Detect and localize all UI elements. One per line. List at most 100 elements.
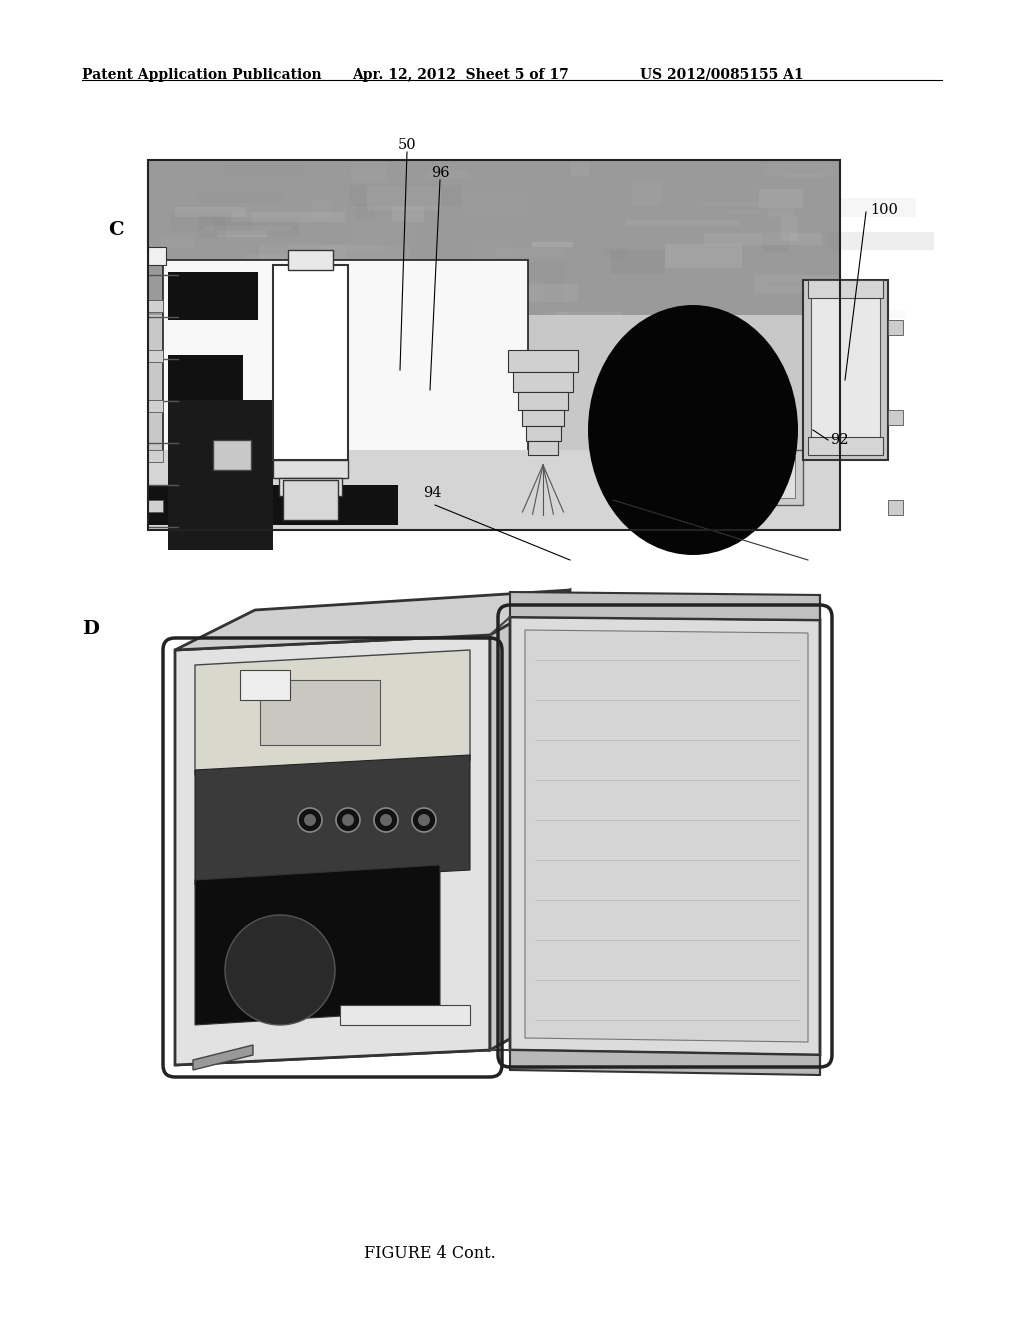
Bar [819, 289, 856, 296]
Polygon shape [490, 590, 570, 1049]
Bar [148, 300, 163, 312]
Text: Patent Application Publication: Patent Application Publication [82, 69, 322, 82]
Bar [283, 480, 338, 520]
Bar [427, 170, 469, 178]
Text: D: D [82, 620, 99, 638]
Bar [350, 216, 413, 238]
Bar [351, 162, 387, 181]
Bar [768, 210, 795, 218]
Bar [163, 260, 528, 455]
Text: 96: 96 [431, 166, 450, 180]
Bar [148, 315, 840, 531]
Bar [213, 440, 251, 470]
Bar [214, 218, 299, 235]
Bar [168, 400, 273, 550]
Text: 92: 92 [830, 433, 849, 447]
Bar [470, 244, 515, 260]
Bar [340, 1005, 470, 1026]
Bar [495, 284, 579, 302]
Bar [408, 308, 499, 323]
Bar [544, 279, 563, 304]
Bar [293, 244, 381, 252]
Bar [611, 249, 665, 273]
Bar [314, 265, 394, 288]
Bar [175, 207, 246, 218]
Circle shape [336, 808, 360, 832]
Bar [762, 164, 838, 177]
Text: Apr. 12, 2012  Sheet 5 of 17: Apr. 12, 2012 Sheet 5 of 17 [352, 69, 568, 82]
Bar [496, 249, 562, 256]
Bar [632, 181, 662, 206]
Bar [726, 210, 761, 214]
Bar [698, 202, 760, 207]
Bar [571, 161, 589, 176]
Bar [148, 160, 840, 531]
Bar [805, 310, 904, 319]
Polygon shape [195, 865, 440, 1026]
Bar [246, 284, 268, 309]
Bar [168, 355, 243, 411]
Bar [781, 218, 798, 240]
Polygon shape [525, 630, 808, 1041]
Bar [259, 246, 347, 263]
Bar [222, 165, 304, 174]
Bar [240, 671, 290, 700]
Bar [762, 234, 790, 252]
Bar [603, 248, 628, 259]
Bar [888, 500, 903, 515]
Circle shape [380, 814, 392, 826]
Bar [161, 236, 195, 248]
Bar [556, 312, 623, 335]
Bar [300, 271, 400, 281]
Bar [148, 350, 163, 362]
Bar [231, 213, 345, 223]
Bar [148, 247, 166, 265]
Bar [518, 392, 568, 411]
Circle shape [412, 808, 436, 832]
Bar [311, 199, 331, 218]
Bar [828, 232, 934, 251]
Circle shape [418, 814, 430, 826]
Bar [148, 450, 840, 531]
Bar [148, 400, 163, 412]
Bar [544, 312, 567, 322]
Bar [803, 280, 888, 459]
Polygon shape [510, 591, 820, 620]
Bar [686, 455, 720, 498]
Bar [513, 372, 573, 392]
Bar [626, 220, 739, 226]
Bar [279, 478, 342, 496]
Bar [755, 275, 844, 293]
Bar [666, 244, 741, 268]
Bar [168, 272, 258, 319]
Bar [148, 160, 840, 531]
Bar [392, 207, 424, 222]
Circle shape [304, 814, 316, 826]
Bar [148, 160, 840, 315]
Bar [678, 450, 728, 506]
Bar [148, 450, 163, 462]
Bar [526, 426, 561, 441]
Text: 94: 94 [423, 486, 441, 500]
Bar [808, 280, 883, 298]
Bar [811, 294, 880, 445]
Bar [353, 226, 395, 242]
Polygon shape [175, 635, 490, 1065]
Circle shape [342, 814, 354, 826]
Circle shape [298, 808, 322, 832]
Bar [356, 205, 375, 220]
Bar [217, 231, 267, 238]
Bar [322, 246, 412, 263]
Bar [288, 249, 333, 271]
Bar [508, 350, 578, 372]
Bar [761, 455, 795, 498]
Polygon shape [510, 1049, 820, 1074]
Bar [204, 227, 291, 231]
Bar [245, 253, 316, 261]
Bar [273, 459, 348, 478]
Polygon shape [175, 1005, 570, 1065]
Bar [297, 256, 322, 260]
Bar [703, 232, 822, 244]
Text: C: C [108, 220, 124, 239]
Bar [348, 185, 461, 206]
